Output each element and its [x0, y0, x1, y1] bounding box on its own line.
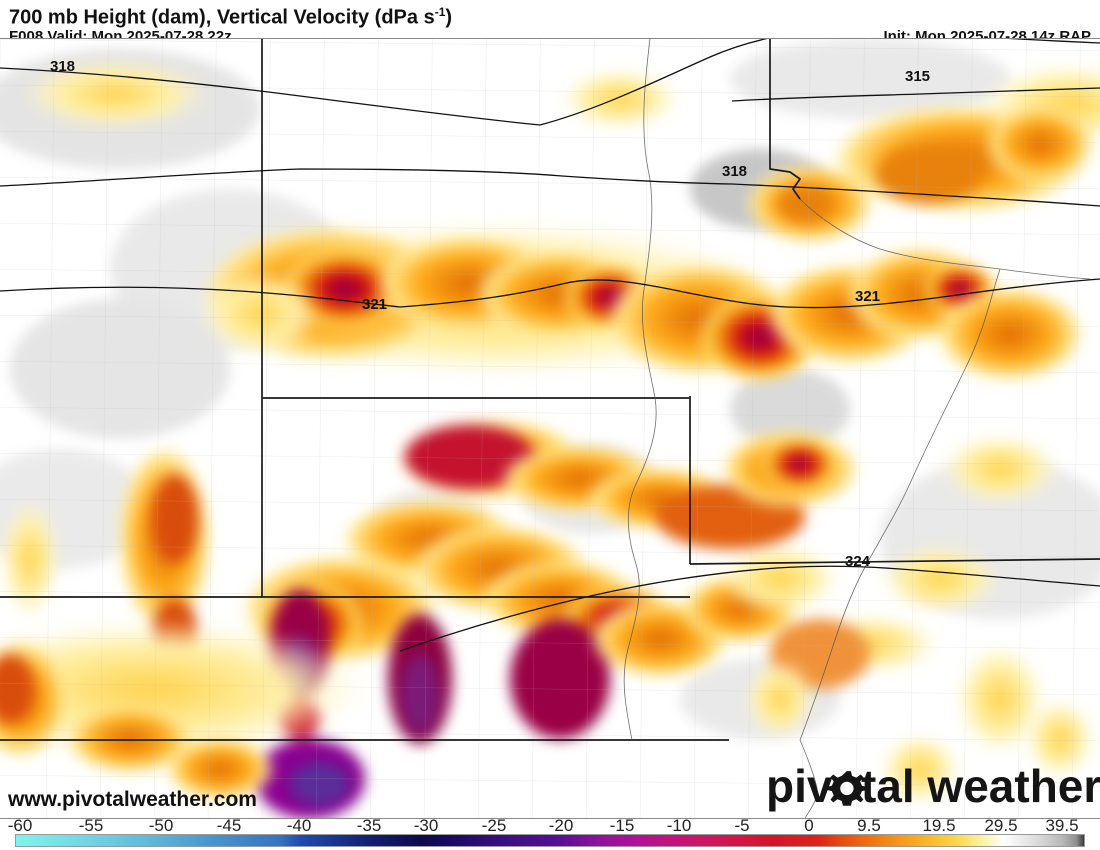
- svg-text:324: 324: [845, 553, 871, 570]
- svg-text:piv: piv: [766, 760, 833, 812]
- svg-text:321: 321: [855, 288, 880, 305]
- svg-text:318: 318: [722, 163, 747, 180]
- svg-text:315: 315: [905, 68, 930, 85]
- svg-text:318: 318: [50, 58, 75, 75]
- svg-text:321: 321: [362, 296, 387, 313]
- svg-text:tal weather: tal weather: [861, 760, 1100, 812]
